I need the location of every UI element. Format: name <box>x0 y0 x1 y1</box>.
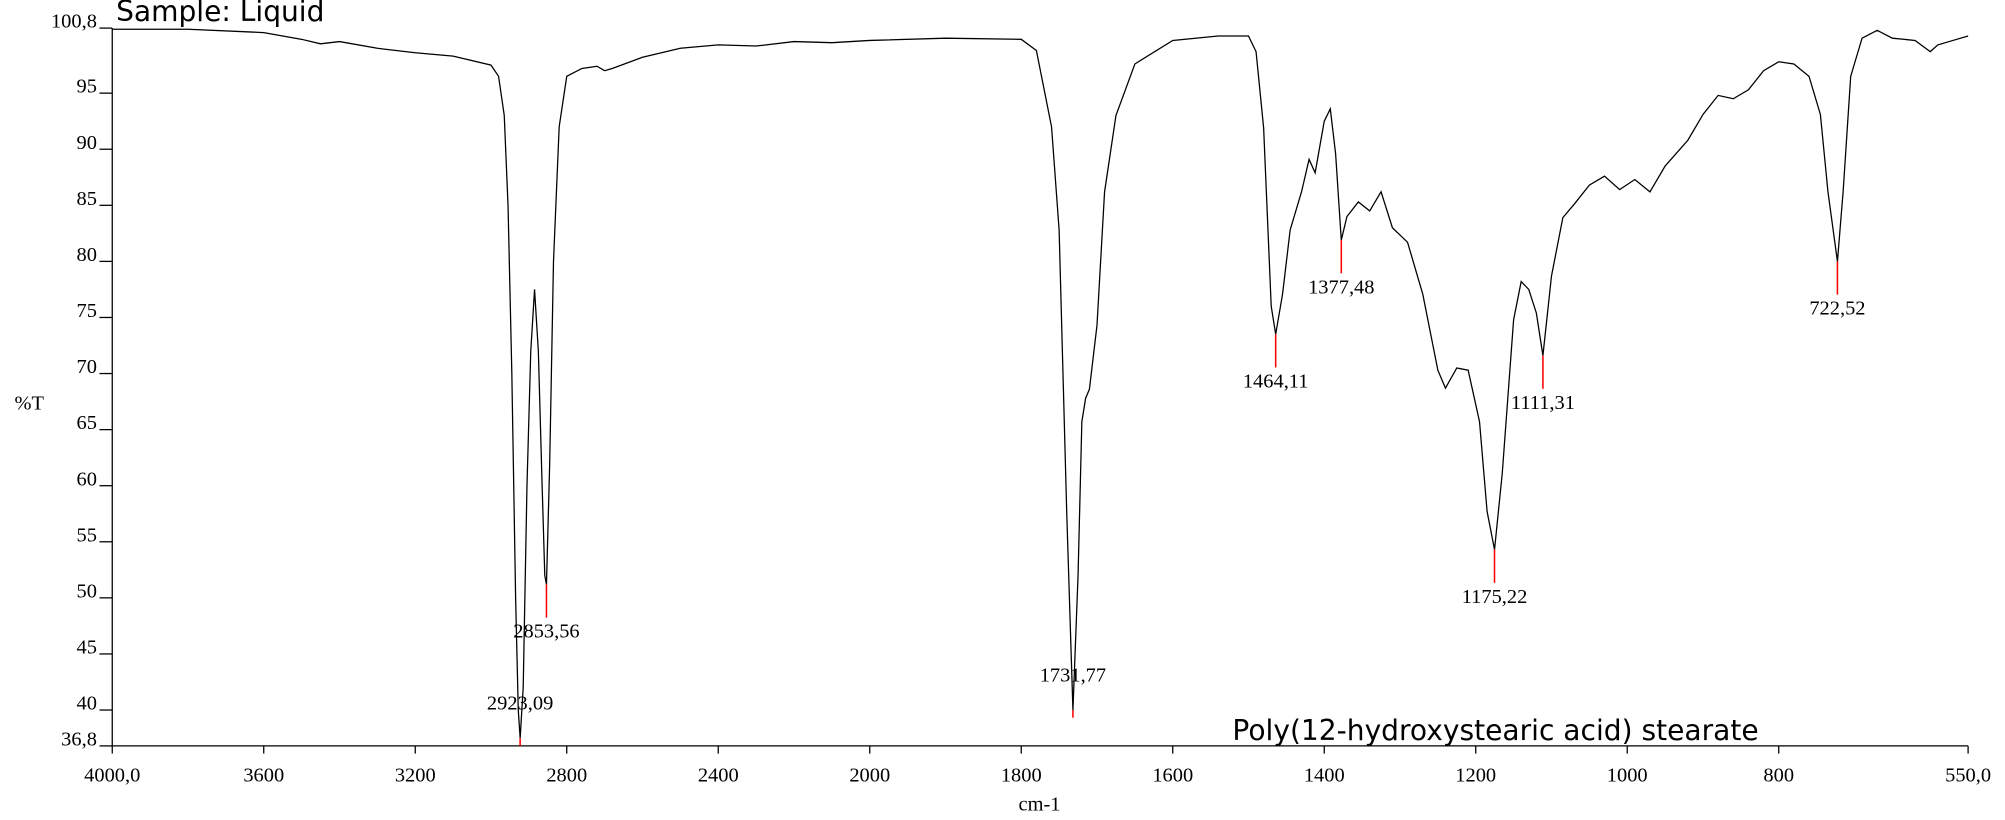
y-tick-label: 75 <box>77 300 97 322</box>
x-tick-label: 3600 <box>243 764 284 786</box>
x-tick-label: 1800 <box>1001 764 1042 786</box>
peak-label: 2853,56 <box>513 621 579 643</box>
y-tick-label: 40 <box>77 693 97 715</box>
peak-label: 1464,11 <box>1243 371 1309 393</box>
y-tick-label: 70 <box>77 356 97 378</box>
spectrum-line <box>112 28 1969 739</box>
y-tick-label: 45 <box>77 637 97 659</box>
x-tick-label: 1400 <box>1304 764 1345 786</box>
x-tick-label: 2400 <box>698 764 739 786</box>
x-tick-label: 4000,0 <box>84 764 140 786</box>
x-tick-label: 1000 <box>1607 764 1648 786</box>
peak-label: 2923,09 <box>487 693 553 715</box>
y-tick-label: 100,8 <box>51 11 97 33</box>
x-tick-label: 2000 <box>849 764 890 786</box>
y-tick-label: 80 <box>77 244 97 266</box>
x-tick-label: 800 <box>1763 764 1794 786</box>
peak-label: 1377,48 <box>1308 276 1374 298</box>
x-axis-label: cm-1 <box>1019 794 1061 816</box>
annotation: Poly(12-hydroxystearic acid) stearate <box>1232 714 1758 747</box>
y-tick-label: 95 <box>77 76 97 98</box>
y-tick-label: 65 <box>77 412 97 434</box>
peak-label: 1111,31 <box>1511 392 1575 414</box>
y-tick-label: 36,8 <box>61 728 97 750</box>
peak-label: 722,52 <box>1809 298 1865 320</box>
peak-label: 1175,22 <box>1462 586 1528 608</box>
x-tick-label: 2800 <box>546 764 587 786</box>
x-tick-label: 3200 <box>395 764 436 786</box>
y-tick-label: 90 <box>77 132 97 154</box>
y-tick-label: 50 <box>77 580 97 602</box>
x-tick-label: 1600 <box>1152 764 1193 786</box>
y-tick-label: 85 <box>77 188 97 210</box>
x-tick-label: 1200 <box>1455 764 1496 786</box>
peak-label: 1731,77 <box>1040 665 1106 687</box>
x-tick-label: 550,0 <box>1945 764 1991 786</box>
y-tick-label: 60 <box>77 468 97 490</box>
y-tick-label: 55 <box>77 524 97 546</box>
chart-title: Sample: Liquid <box>116 0 324 28</box>
y-axis-label: %T <box>14 393 44 415</box>
